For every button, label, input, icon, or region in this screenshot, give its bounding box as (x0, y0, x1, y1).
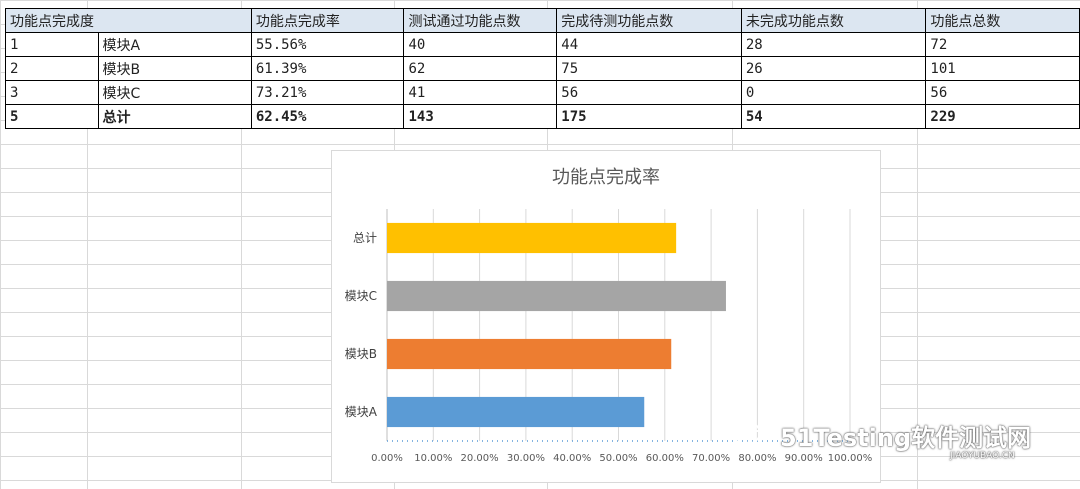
table-header-row: 功能点完成度 功能点完成率 测试通过功能点数 完成待测功能点数 未完成功能点数 … (5, 8, 1080, 33)
cell-passed[interactable]: 143 (403, 104, 558, 129)
cell-passed[interactable]: 41 (403, 80, 558, 105)
table-row: 3 模块C 73.21% 41 56 0 56 (5, 80, 1080, 105)
cell-incomplete[interactable]: 28 (740, 32, 927, 57)
cell-pending[interactable]: 175 (556, 104, 742, 129)
cell-pending[interactable]: 75 (556, 56, 742, 81)
cell-passed[interactable]: 62 (403, 56, 558, 81)
completion-table: 功能点完成度 功能点完成率 测试通过功能点数 完成待测功能点数 未完成功能点数 … (5, 8, 1080, 129)
header-cell[interactable]: 功能点总数 (925, 8, 1080, 33)
x-tick-label: 20.00% (461, 453, 499, 464)
x-tick-label: 50.00% (599, 453, 637, 464)
category-label: 模块A (345, 405, 378, 419)
cell-module[interactable]: 总计 (97, 104, 252, 129)
cell-passed[interactable]: 40 (403, 32, 558, 57)
cell-total[interactable]: 101 (925, 56, 1080, 81)
x-tick-label: 100.00% (828, 453, 873, 464)
cell-incomplete[interactable]: 54 (740, 104, 927, 129)
cell-rate[interactable]: 73.21% (250, 80, 405, 105)
chart-title: 功能点完成率 (552, 167, 660, 188)
x-tick-label: 0.00% (371, 453, 403, 464)
category-label: 模块C (345, 289, 377, 303)
category-label: 总计 (353, 231, 377, 245)
x-tick-label: 90.00% (785, 453, 823, 464)
cell-total[interactable]: 72 (925, 32, 1080, 57)
cell-pending[interactable]: 44 (556, 32, 742, 57)
cell-index[interactable]: 1 (5, 32, 99, 57)
header-cell[interactable] (98, 8, 252, 33)
cell-index[interactable]: 2 (5, 56, 99, 81)
cell-total[interactable]: 56 (925, 80, 1080, 105)
x-tick-label: 30.00% (507, 453, 545, 464)
bar (387, 338, 672, 370)
header-cell[interactable]: 未完成功能点数 (740, 8, 927, 33)
cell-rate[interactable]: 55.56% (250, 32, 405, 57)
cell-index[interactable]: 3 (5, 80, 99, 105)
header-cell[interactable]: 功能点完成度 (5, 8, 98, 33)
cell-module[interactable]: 模块C (97, 80, 252, 105)
cell-incomplete[interactable]: 0 (740, 80, 927, 105)
x-tick-label: 40.00% (553, 453, 591, 464)
x-tick-label: 70.00% (692, 453, 730, 464)
x-tick-label: 10.00% (414, 453, 452, 464)
cell-pending[interactable]: 56 (556, 80, 742, 105)
completion-rate-chart[interactable]: 功能点完成率 0.00% 10.00% 20.00% 30.00% 40.00% 50.0… (331, 150, 881, 483)
category-label: 模块B (345, 347, 377, 361)
header-cell[interactable]: 测试通过功能点数 (403, 8, 558, 33)
column-divider (241, 0, 242, 489)
table-row: 1 模块A 55.56% 40 44 28 72 (5, 32, 1080, 57)
cell-incomplete[interactable]: 26 (740, 56, 927, 81)
cell-index[interactable]: 5 (5, 104, 99, 129)
chart-plot: 0.00% 10.00% 20.00% 30.00% 40.00% 50.00% 60.00… (345, 209, 873, 464)
x-tick-label: 80.00% (738, 453, 776, 464)
cell-module[interactable]: 模块B (97, 56, 252, 81)
bar (387, 396, 645, 428)
bar (387, 280, 726, 312)
column-divider (87, 0, 88, 489)
column-divider (917, 0, 918, 489)
cell-rate[interactable]: 61.39% (250, 56, 405, 81)
cell-module[interactable]: 模块A (97, 32, 252, 57)
header-cell[interactable]: 功能点完成率 (250, 8, 405, 33)
cell-rate[interactable]: 62.45% (250, 104, 405, 129)
table-row-total: 5 总计 62.45% 143 175 54 229 (5, 104, 1080, 129)
header-cell[interactable]: 完成待测功能点数 (556, 8, 742, 33)
x-tick-label: 60.00% (646, 453, 684, 464)
bar (387, 222, 677, 254)
cell-total[interactable]: 229 (925, 104, 1080, 129)
table-row: 2 模块B 61.39% 62 75 26 101 (5, 56, 1080, 81)
